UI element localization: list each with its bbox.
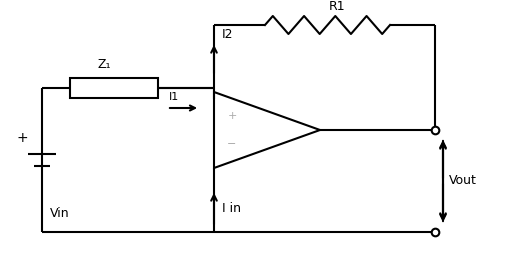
FancyBboxPatch shape: [70, 78, 158, 98]
Text: Z₁: Z₁: [97, 58, 111, 71]
Text: I1: I1: [169, 92, 179, 102]
Text: Vin: Vin: [50, 207, 69, 220]
Text: R1: R1: [329, 0, 346, 13]
Text: −: −: [227, 139, 237, 149]
Text: +: +: [16, 131, 28, 145]
Text: Vout: Vout: [449, 175, 477, 187]
Text: +: +: [227, 111, 237, 121]
Text: I2: I2: [222, 28, 234, 41]
Text: I in: I in: [222, 202, 241, 215]
